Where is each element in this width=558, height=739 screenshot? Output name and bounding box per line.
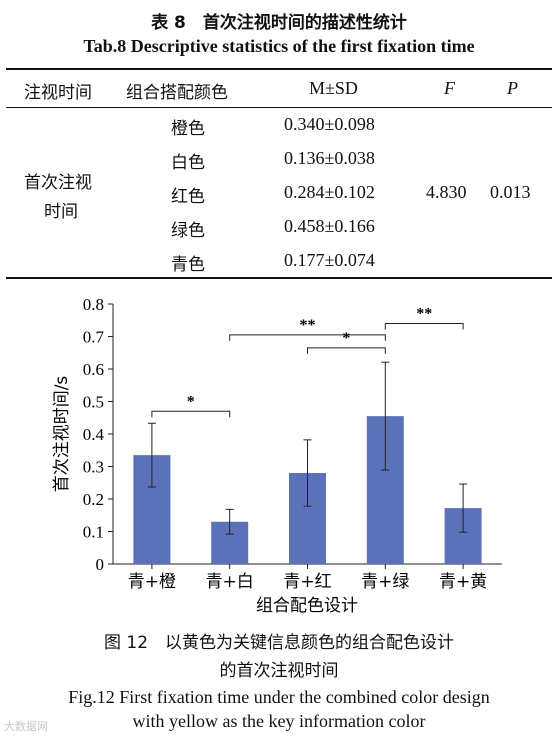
significance-bracket (229, 334, 386, 341)
table-row-msd: 0.458±0.166 (284, 216, 375, 236)
significance-label: * (187, 393, 195, 410)
y-tick-label: 0.8 (83, 295, 104, 314)
significance-bracket (307, 347, 386, 354)
table-p-value: 0.013 (490, 182, 531, 202)
table-bottom-rule (6, 277, 552, 279)
bar-chart: 0 0.1 0.2 0.3 0.4 0.5 0.6 0.7 0.8 青+橙 青+白 青+红 青+绿 青+黄… (52, 295, 502, 616)
table-row-msd: 0.136±0.038 (284, 148, 375, 168)
watermark: 大数据网 (4, 720, 48, 733)
y-axis-label: 首次注视时间/s (52, 376, 72, 493)
significance-label: ** (416, 306, 432, 323)
y-tick-label: 0.1 (83, 523, 104, 542)
table-caption-cn: 表 8 首次注视时间的描述性统计 (151, 13, 407, 33)
table-header-color: 组合搭配颜色 (126, 83, 228, 103)
y-tick-label: 0.2 (83, 490, 104, 509)
x-tick-label: 青+红 (283, 572, 331, 592)
significance-bracket (384, 323, 464, 330)
table-row-msd: 0.284±0.102 (284, 182, 375, 202)
x-axis-label: 组合配色设计 (256, 596, 358, 616)
table-row-color: 红色 (171, 187, 205, 207)
table-row-msd: 0.340±0.098 (284, 114, 375, 134)
x-tick-label: 青+绿 (361, 572, 409, 592)
figure-caption-en: Fig.12 First fixation time under the com… (68, 687, 490, 707)
figure-caption-cn: 图 12 以黄色为关键信息颜色的组合配色设计 (103, 633, 455, 653)
table-caption-en: Tab.8 Descriptive statistics of the firs… (83, 36, 475, 56)
significance-label: * (342, 330, 350, 347)
table-header-rule (6, 107, 552, 108)
table-row-color: 青色 (171, 255, 205, 275)
table-header-fixation: 注视时间 (24, 83, 92, 103)
y-tick-label: 0 (96, 555, 105, 574)
y-tick-label: 0.4 (83, 425, 105, 444)
table-header-f: F (444, 78, 455, 98)
x-tick-label: 青+白 (206, 572, 254, 592)
table-row-color: 绿色 (171, 221, 205, 241)
y-tick-label: 0.5 (83, 393, 104, 412)
table-f-value: 4.830 (426, 182, 467, 202)
table-row-msd: 0.177±0.074 (284, 250, 375, 270)
figure-caption-cn-2: 的首次注视时间 (219, 661, 339, 681)
table-row-color: 橙色 (171, 119, 205, 139)
y-tick-label: 0.3 (83, 458, 104, 477)
table-header-p: P (507, 78, 518, 98)
figure-caption-en-2: with yellow as the key information color (132, 711, 426, 731)
x-tick-label: 青+黄 (439, 572, 487, 592)
significance-label: ** (300, 317, 316, 334)
y-tick-label: 0.6 (83, 360, 104, 379)
y-tick-label: 0.7 (83, 328, 105, 347)
significance-bracket (151, 410, 231, 418)
x-tick-label: 青+橙 (128, 572, 176, 592)
table-header-msd: M±SD (309, 78, 358, 98)
table-group-label-2: 时间 (44, 202, 78, 222)
table-row-color: 白色 (171, 153, 205, 173)
table-top-rule (6, 68, 552, 70)
table-group-label: 首次注视 (24, 173, 92, 193)
